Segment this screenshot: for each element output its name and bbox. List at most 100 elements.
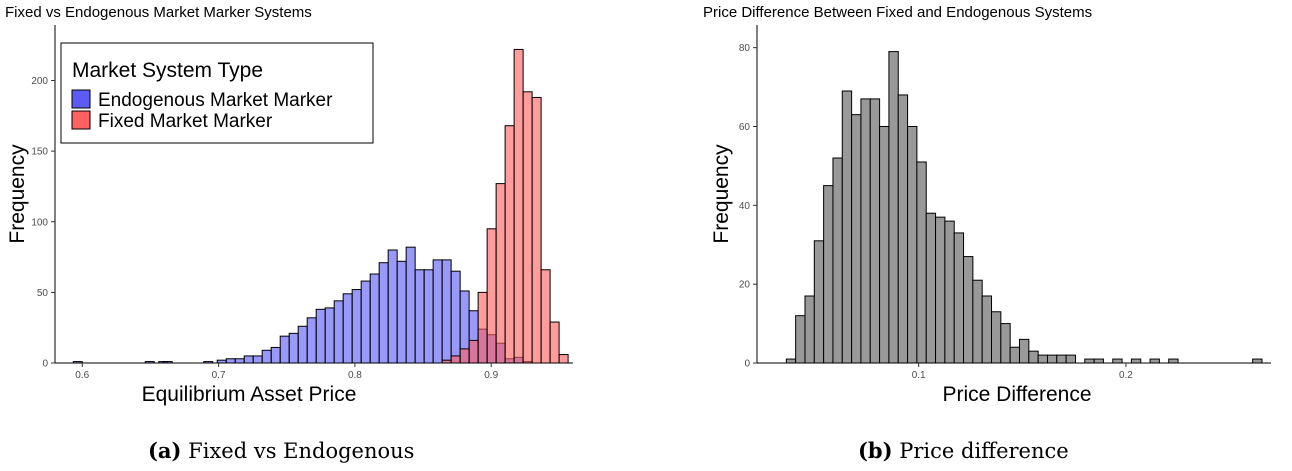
panel-b-bar-s0-31 <box>1084 358 1095 364</box>
panel-b-x-tick-label-1: 0.2 <box>1119 370 1133 381</box>
caption-a-text: Fixed vs Endogenous <box>188 439 415 463</box>
panel-b-bar-s0-30 <box>1065 354 1076 364</box>
panel-a-bar-s1-13 <box>558 354 569 364</box>
panel-b-bar-s0-36 <box>1168 358 1179 364</box>
panel-a-y-tick-label-4: 200 <box>31 76 48 87</box>
panel-b-bar-s0-13 <box>907 125 918 364</box>
legend-label-endogenous: Endogenous Market Marker <box>98 90 333 111</box>
panel-b-bar-s0-8 <box>860 98 871 364</box>
panel-b-bar-s0-4 <box>823 185 834 364</box>
panel-b-histogram: Price Difference Between Fixed and Endog… <box>703 4 1271 406</box>
panel-a-bar-s1-4 <box>477 291 488 364</box>
panel-b-bar-s0-6 <box>841 90 853 364</box>
panel-a-bar-s1-10 <box>531 96 542 364</box>
panel-a-bar-s1-7 <box>504 125 515 364</box>
panel-a-bar-s1-3 <box>468 339 479 364</box>
panel-b-bar-s0-33 <box>1112 358 1123 364</box>
panel-b-bar-s0-0 <box>785 358 797 364</box>
caption-a: (a) Fixed vs Endogenous <box>148 438 414 463</box>
panel-a-bar-s1-11 <box>540 269 551 364</box>
panel-b-bar-s0-11 <box>888 51 899 364</box>
panel-a-bar-s0-25 <box>396 260 407 364</box>
panel-b-bar-s0-20 <box>972 279 983 364</box>
panel-b-ticks: 0.1 0.2 0 20 40 60 80 <box>739 43 1133 381</box>
legend-label-fixed: Fixed Market Marker <box>98 111 273 132</box>
panel-a-y-tick-label-0: 0 <box>42 359 48 370</box>
panel-a-bar-s0-19 <box>342 293 353 364</box>
panel-a-bar-s0-17 <box>324 307 335 364</box>
panel-a-bar-s1-2 <box>459 348 470 364</box>
panel-a-y-tick-label-3: 150 <box>31 147 48 158</box>
panel-b-y-tick-label-1: 20 <box>739 280 751 291</box>
panel-b-bar-s0-10 <box>879 125 890 364</box>
panel-b-bar-s0-9 <box>869 98 881 364</box>
panel-b-bar-s0-26 <box>1028 350 1039 364</box>
panel-b-title: Price Difference Between Fixed and Endog… <box>703 4 1092 21</box>
panel-a-ticks: 0.6 0.7 0.8 0.9 0 50 100 150 200 <box>31 76 498 381</box>
legend-box <box>60 42 374 144</box>
panel-a-bar-s0-21 <box>360 280 371 364</box>
panel-b-y-tick-label-2: 40 <box>739 201 751 212</box>
panel-a-bar-s1-5 <box>486 228 497 364</box>
panel-a-bar-s0-7 <box>234 358 245 364</box>
panel-a-x-tick-label-3: 0.9 <box>484 370 498 381</box>
legend-swatch-endogenous <box>71 89 91 109</box>
panel-b-bar-s0-32 <box>1093 358 1104 364</box>
panel-b-bar-s0-7 <box>851 114 862 364</box>
panel-a-bar-s1-1 <box>450 355 461 364</box>
panel-b-y-tick-label-4: 80 <box>739 43 751 54</box>
panel-a-bar-s0-16 <box>315 308 326 364</box>
panel-b-bar-s0-28 <box>1046 354 1058 364</box>
panel-a-bars <box>72 48 569 364</box>
panel-b-bar-s0-27 <box>1037 354 1048 364</box>
panel-a-bar-s0-15 <box>306 317 317 364</box>
panel-a-bar-s1-9 <box>522 91 533 364</box>
caption-b-text: Price difference <box>899 439 1069 463</box>
caption-a-tag: (a) <box>148 438 182 463</box>
panel-b-y-tick-label-0: 0 <box>744 359 750 370</box>
panel-a-bar-s0-30 <box>441 259 452 364</box>
panel-a-bar-s0-11 <box>270 346 281 364</box>
panel-b-bar-s0-21 <box>981 295 993 364</box>
panel-a-bar-s0-23 <box>378 262 389 364</box>
caption-b: (b) Price difference <box>858 438 1069 463</box>
caption-b-tag: (b) <box>858 438 893 463</box>
panel-a-y-tick-label-1: 50 <box>37 288 49 299</box>
panel-a-bar-s0-22 <box>369 273 380 364</box>
panel-b-bar-s0-23 <box>1000 323 1011 364</box>
legend-swatch-fixed <box>71 110 91 130</box>
panel-b-bar-s0-35 <box>1149 358 1160 364</box>
panel-b-bar-s0-25 <box>1018 338 1030 364</box>
panel-a-x-tick-label-0: 0.6 <box>75 370 89 381</box>
panel-a-bar-s0-14 <box>297 325 308 364</box>
panel-a-bar-s0-24 <box>387 249 398 364</box>
panel-a-histogram: Fixed vs Endogenous Market Marker System… <box>5 4 573 406</box>
panel-a-title: Fixed vs Endogenous Market Marker System… <box>5 4 312 21</box>
panel-b-bar-s0-18 <box>953 232 965 364</box>
panel-b-x-tick-label-0: 0.1 <box>912 370 926 381</box>
panel-a-y-tick-label-2: 100 <box>31 217 48 228</box>
panel-a-bar-s0-26 <box>405 246 416 364</box>
panel-b-bar-s0-22 <box>991 311 1002 364</box>
panel-a-bar-s0-29 <box>432 259 443 364</box>
panel-a-x-label: Equilibrium Asset Price <box>142 383 357 406</box>
panel-a-bar-s0-12 <box>279 335 290 364</box>
panel-b-bar-s0-5 <box>832 157 843 364</box>
panel-a-bar-s0-10 <box>261 349 272 364</box>
panel-b-bar-s0-2 <box>804 295 815 364</box>
panel-a-bar-s0-13 <box>288 332 299 364</box>
panel-a-bar-s0-6 <box>225 358 236 364</box>
panel-b-y-label: Frequency <box>710 144 733 244</box>
panel-a-bar-s1-12 <box>549 321 560 364</box>
panel-b-bar-s0-17 <box>944 220 955 364</box>
panel-b-x-label: Price Difference <box>942 383 1091 406</box>
panel-b-bar-s0-15 <box>925 212 937 364</box>
panel-b-bar-s0-19 <box>963 256 974 364</box>
panel-b-bar-s0-3 <box>813 240 825 364</box>
panel-a-bar-s0-18 <box>333 300 344 364</box>
panel-a-x-tick-label-2: 0.8 <box>348 370 362 381</box>
panel-a-bar-s0-8 <box>243 355 254 364</box>
panel-b-bar-s0-34 <box>1130 358 1142 364</box>
panel-b-bar-s0-24 <box>1009 346 1021 364</box>
